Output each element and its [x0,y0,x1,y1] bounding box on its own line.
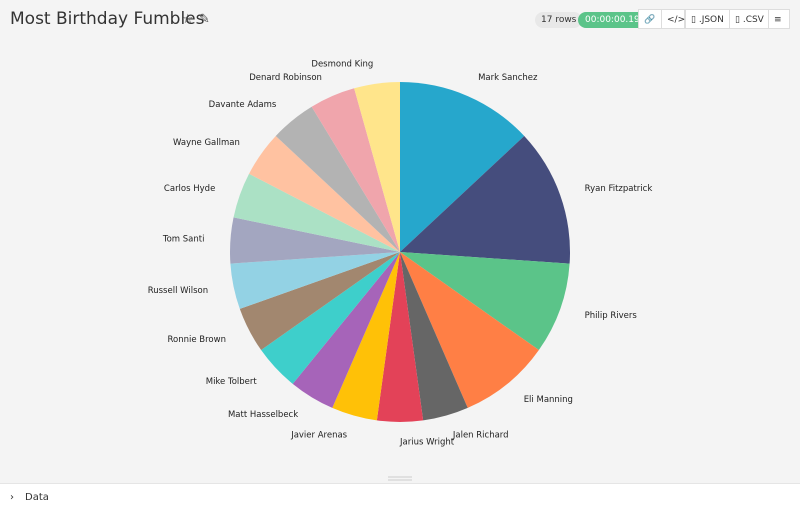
csv-button[interactable]: ▯ .CSV [729,9,770,29]
slice-label: Desmond King [311,59,373,69]
data-section[interactable]: › Data [0,483,800,528]
pie-slice [275,106,400,252]
slice-label: Ronnie Brown [167,335,225,345]
link-button[interactable]: 🔗 [638,9,662,29]
pie-slice [400,252,570,351]
slice-label: Javier Arenas [290,430,347,440]
slice-label: Tom Santi [162,235,205,245]
pie-slice [400,82,525,252]
pie-slice [249,135,400,252]
slice-label: Davante Adams [209,100,277,110]
button-label: .CSV [742,15,764,25]
header: Most Birthday Fumbles ☆ ✎ 17 rows 00:00:… [0,0,800,40]
query-title: Most Birthday Fumbles [10,9,205,29]
embed-button[interactable]: </> [661,9,685,29]
slice-label: Jarius Wright [399,438,455,448]
chevron: › [10,492,14,503]
chart: Mark Sanchez Ryan Fitzpatrick Philip River… [148,59,653,481]
slice-label: Carlos Hyde [164,184,215,194]
slice-label: Wayne Gallman [173,138,240,148]
row-count: 17 rows [535,12,583,28]
pie-slice [230,252,400,309]
slice-label: Matt Hasselbeck [228,410,298,420]
pie-slice [332,252,400,421]
slice-label: Mike Tolbert [206,377,258,387]
slice-label: Russell Wilson [148,286,208,296]
pie-slice [354,82,400,252]
menu-button[interactable]: ≡ [768,9,790,29]
pie-slice [400,252,539,408]
slice-label: Philip Rivers [585,311,638,321]
favorite-icon[interactable]: ☆ [182,12,194,27]
slice-label: Jalen Richard [452,430,509,440]
button-label: .JSON [698,15,724,25]
edit-icon[interactable]: ✎ [199,12,210,27]
pie-slice [400,252,468,421]
section-label: Data [25,492,49,503]
pie-slice [233,173,400,252]
pie-slice [261,252,400,384]
slice-label: Ryan Fitzpatrick [585,184,653,194]
pie-slice [239,252,400,351]
pie-slice [292,252,400,408]
pie-slice [311,88,400,252]
runtime: 00:00:00.19 [578,12,647,28]
json-button[interactable]: ▯ .JSON [685,9,730,29]
slice-label: Eli Manning [524,395,573,405]
pie-slice [376,252,424,422]
slice-label: Denard Robinson [249,73,322,83]
pie-slice [230,217,400,264]
slice-label: Mark Sanchez [478,73,538,83]
pie-slice [400,135,570,264]
